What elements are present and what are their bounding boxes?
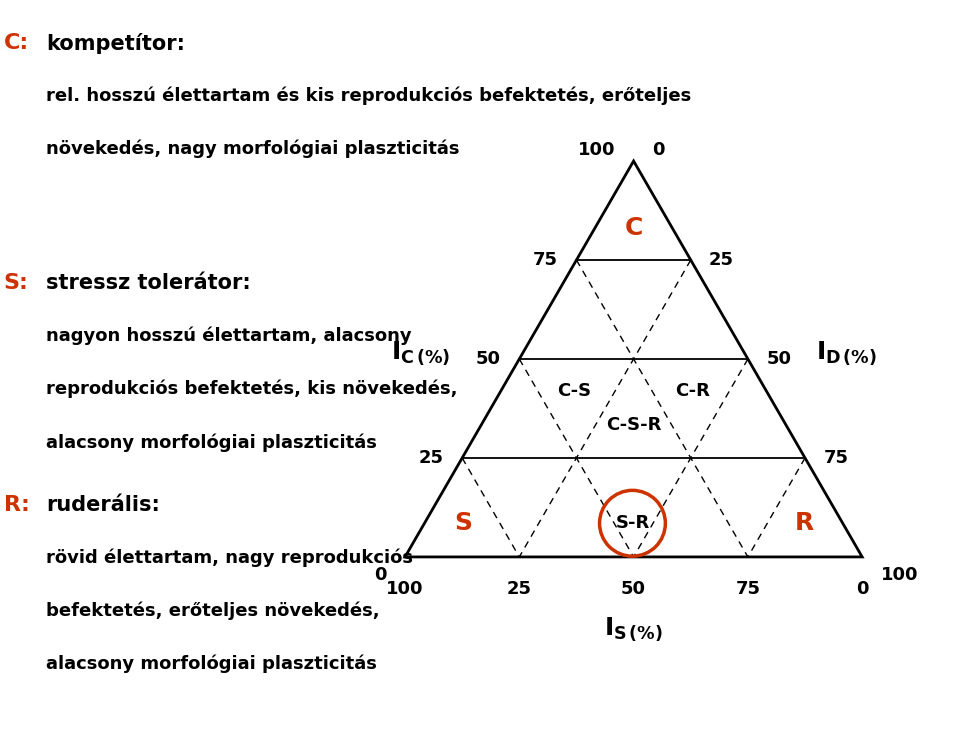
- Text: $\mathbf{I}$$_{\mathbf{S\,(\%)}}$: $\mathbf{I}$$_{\mathbf{S\,(\%)}}$: [604, 616, 663, 644]
- Text: növekedés, nagy morfológiai plaszticitás: növekedés, nagy morfológiai plaszticitás: [46, 140, 460, 158]
- Text: 25: 25: [507, 580, 532, 598]
- Text: stressz tolerátor:: stressz tolerátor:: [46, 273, 251, 293]
- Text: R: R: [794, 511, 813, 535]
- Text: 0: 0: [652, 140, 664, 159]
- Text: C: C: [624, 217, 643, 240]
- Text: S:: S:: [4, 273, 29, 293]
- Text: 100: 100: [880, 566, 918, 584]
- Text: 50: 50: [476, 350, 501, 368]
- Text: 100: 100: [386, 580, 423, 598]
- Text: nagyon hosszú élettartam, alacsony: nagyon hosszú élettartam, alacsony: [46, 327, 412, 345]
- Text: C-R: C-R: [676, 381, 710, 400]
- Text: 50: 50: [766, 350, 791, 368]
- Text: 50: 50: [621, 580, 646, 598]
- Text: rel. hosszú élettartam és kis reprodukciós befektetés, erőteljes: rel. hosszú élettartam és kis reprodukci…: [46, 86, 691, 105]
- Text: 25: 25: [709, 251, 734, 269]
- Text: 75: 75: [533, 251, 558, 269]
- Text: ruderális:: ruderális:: [46, 495, 160, 515]
- Text: reprodukciós befektetés, kis növekedés,: reprodukciós befektetés, kis növekedés,: [46, 380, 458, 398]
- Text: 0: 0: [374, 566, 387, 584]
- Text: $\mathbf{I}$$_{\mathbf{C\,(\%)}}$: $\mathbf{I}$$_{\mathbf{C\,(\%)}}$: [392, 341, 451, 369]
- Text: 75: 75: [735, 580, 760, 598]
- Text: kompetítor:: kompetítor:: [46, 33, 185, 54]
- Text: $\mathbf{I}$$_{\mathbf{D\,(\%)}}$: $\mathbf{I}$$_{\mathbf{D\,(\%)}}$: [816, 341, 877, 369]
- Text: alacsony morfológiai plaszticitás: alacsony morfológiai plaszticitás: [46, 655, 377, 673]
- Text: R:: R:: [4, 495, 30, 515]
- Text: S-R: S-R: [615, 514, 650, 532]
- Text: C:: C:: [4, 33, 29, 53]
- Text: S: S: [454, 511, 472, 535]
- Text: alacsony morfológiai plaszticitás: alacsony morfológiai plaszticitás: [46, 433, 377, 452]
- Text: C-S: C-S: [557, 381, 591, 400]
- Text: befektetés, erőteljes növekedés,: befektetés, erőteljes növekedés,: [46, 602, 380, 620]
- Text: 25: 25: [419, 449, 444, 467]
- Text: rövid élettartam, nagy reprodukciós: rövid élettartam, nagy reprodukciós: [46, 548, 413, 567]
- Text: 75: 75: [824, 449, 849, 467]
- Text: 0: 0: [856, 580, 869, 598]
- Text: 100: 100: [578, 140, 615, 159]
- Text: C-S-R: C-S-R: [606, 416, 661, 434]
